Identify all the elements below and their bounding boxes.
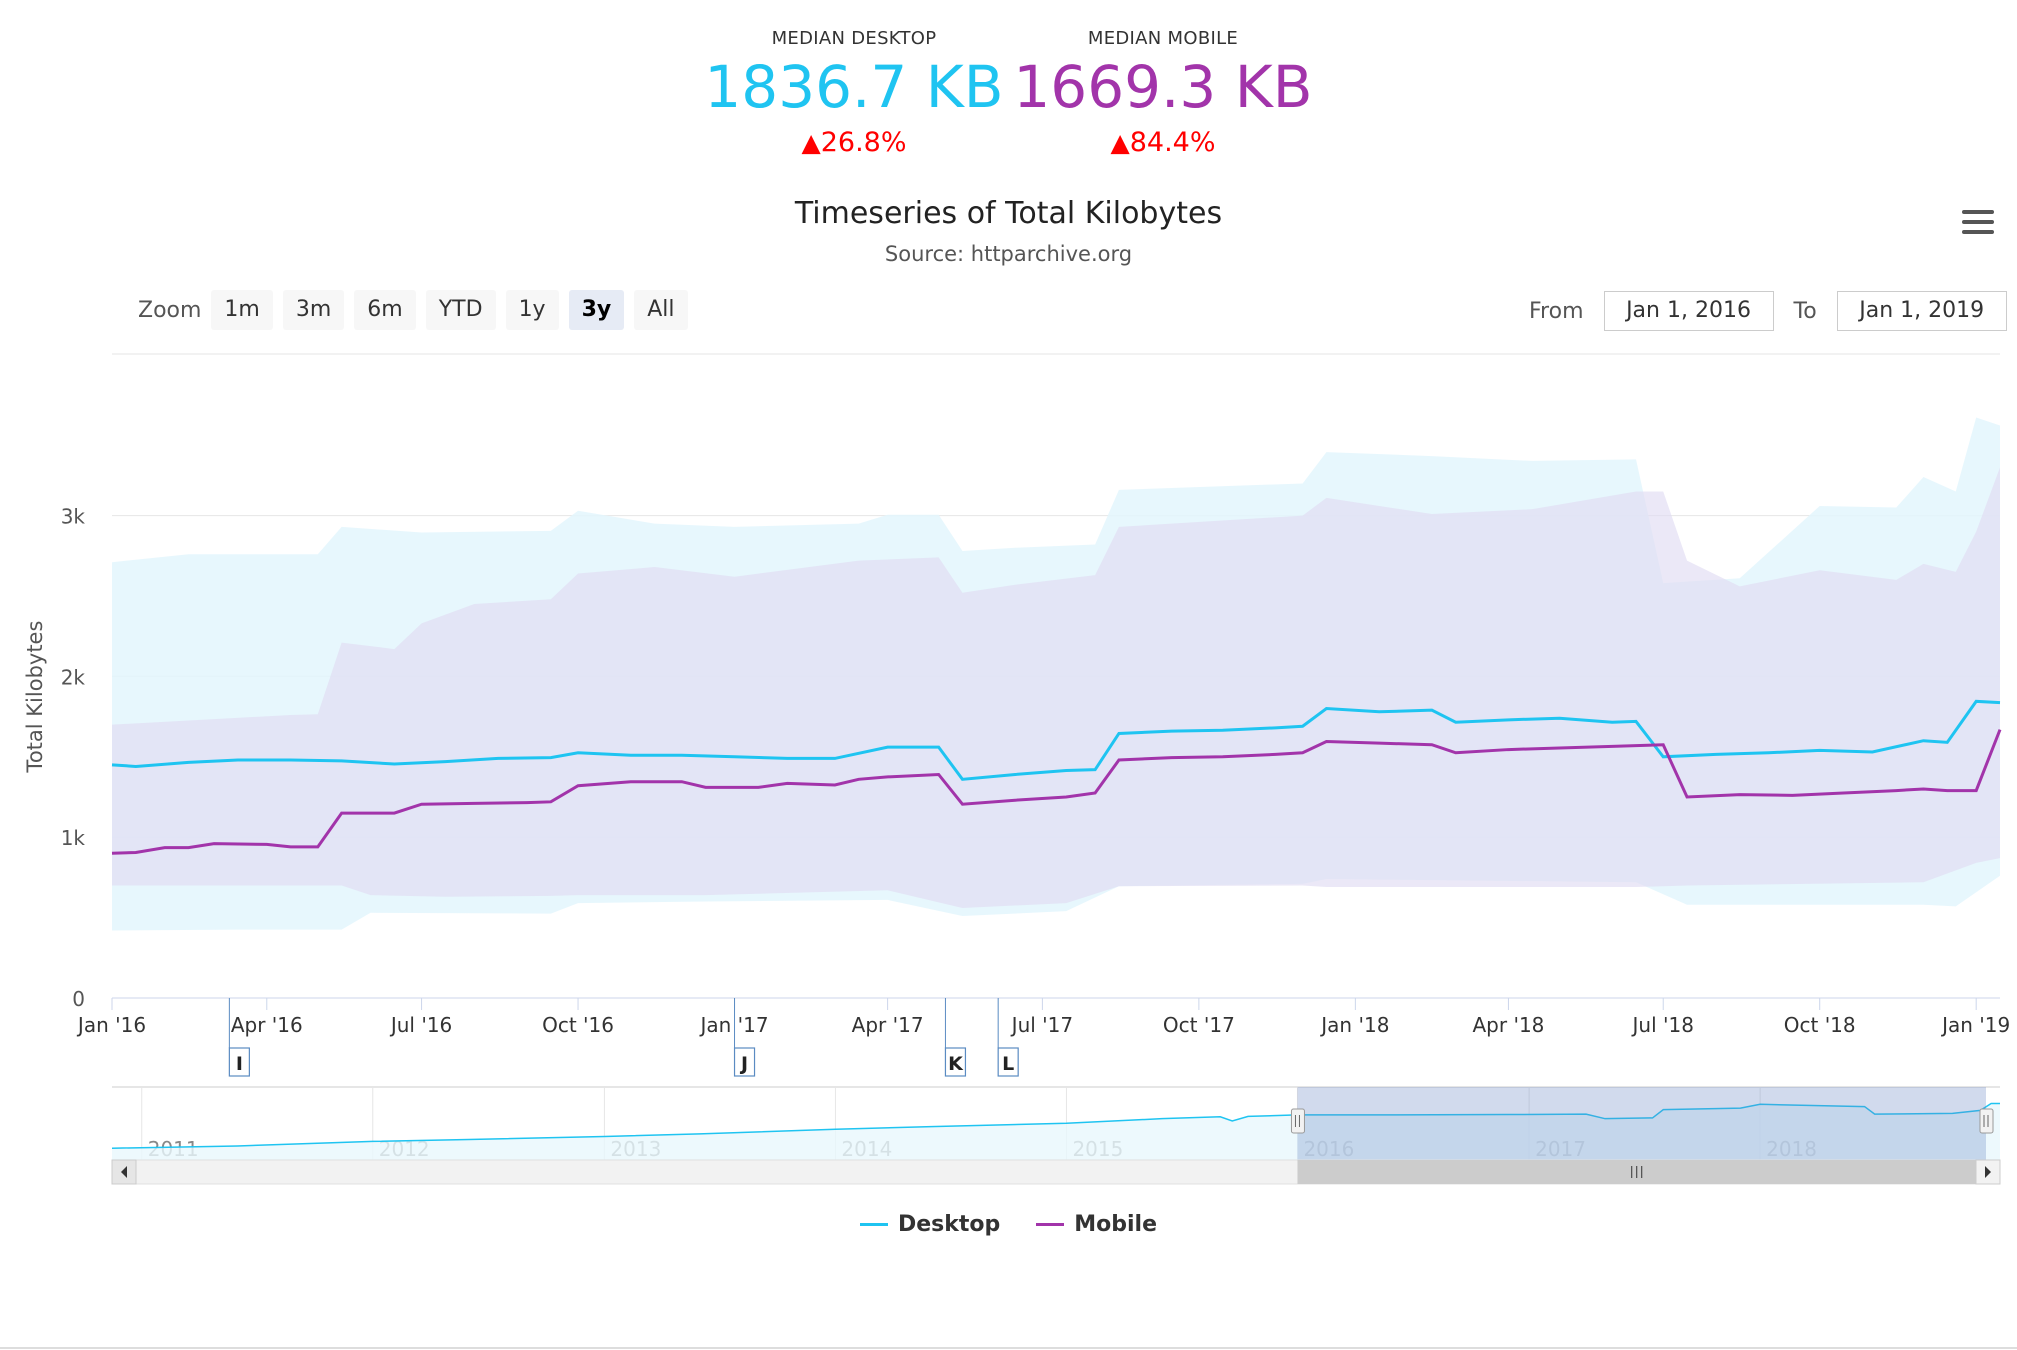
chart-title: Timeseries of Total Kilobytes <box>794 196 1223 231</box>
x-tick-label: Apr '17 <box>852 1013 924 1037</box>
zoom-button-ytd[interactable]: YTD <box>425 290 496 330</box>
plot-area <box>111 353 2002 931</box>
median-desktop-change-value: 26.8% <box>820 127 907 158</box>
median-mobile-value: 1669.3 KB <box>1013 53 1313 121</box>
series-line-mobile[interactable] <box>111 729 2002 855</box>
from-date-input[interactable]: Jan 1, 2016 <box>1603 291 1774 331</box>
zoom-button-1m[interactable]: 1m <box>211 290 273 330</box>
legend-item-desktop[interactable]: Desktop <box>859 1212 1001 1237</box>
x-tick-label: Jul '17 <box>1010 1013 1073 1037</box>
median-desktop-value: 1836.7 KB <box>704 53 1004 121</box>
arrow-right-icon <box>1985 1166 1991 1178</box>
legend-item-mobile[interactable]: Mobile <box>1036 1212 1157 1237</box>
x-tick-label: Jan '16 <box>76 1013 146 1037</box>
from-label: From <box>1529 298 1584 324</box>
flag-box[interactable] <box>997 1047 1019 1077</box>
x-tick-label: Jul '16 <box>389 1013 452 1037</box>
flag-box[interactable] <box>944 1047 967 1077</box>
y-tick-label: 2k <box>61 665 86 689</box>
to-label: To <box>1793 298 1817 324</box>
legend-label-desktop: Desktop <box>897 1212 1001 1237</box>
triangle-up-icon: ▲ <box>801 128 821 157</box>
y-tick-label: 1k <box>61 826 86 850</box>
navigator-selection[interactable] <box>1297 1087 1986 1160</box>
median-desktop-change: ▲26.8% <box>704 127 1004 158</box>
x-tick-label: Jan '18 <box>1319 1013 1389 1037</box>
zoom-button-all[interactable]: All <box>634 290 688 330</box>
navigator[interactable]: 20112012201320142015201620172018 <box>111 1086 2001 1185</box>
chart-subtitle: Source: httparchive.org <box>884 242 1133 266</box>
x-tick-label: Oct '16 <box>542 1013 614 1037</box>
zoom-label: Zoom <box>138 297 202 323</box>
flags: I J K L <box>228 998 1019 1077</box>
flag-label: J <box>739 1053 748 1075</box>
bottom-divider <box>0 1347 2017 1349</box>
y-tick-label: 3k <box>61 505 86 529</box>
triangle-up-icon: ▲ <box>1110 128 1130 157</box>
x-axis: Jan '16 Apr '16 Jul '16 Oct '16 Jan '17 Apr '… <box>76 997 2010 1037</box>
zoom-button-6m[interactable]: 6m <box>354 290 416 330</box>
zoom-button-1y[interactable]: 1y <box>505 290 559 330</box>
legend-label-mobile: Mobile <box>1074 1212 1158 1237</box>
y-axis: 0 1k 2k 3k Total Kilobytes <box>23 505 85 1011</box>
median-mobile-label: MEDIAN MOBILE <box>1087 28 1239 49</box>
navigator-line <box>111 1102 2000 1149</box>
legend-swatch-mobile <box>1036 1223 1065 1226</box>
zoom-button-3y[interactable]: 3y <box>568 290 625 330</box>
legend-swatch-desktop <box>859 1223 888 1226</box>
median-desktop-label: MEDIAN DESKTOP <box>771 28 937 49</box>
flag-label: K <box>948 1053 964 1075</box>
flag-label: L <box>1002 1053 1014 1075</box>
hamburger-menu-icon[interactable] <box>1962 210 1994 236</box>
navigator-handle-right[interactable] <box>1979 1108 1994 1134</box>
x-tick-label: Jul '18 <box>1631 1013 1694 1037</box>
date-range: From Jan 1, 2016 To Jan 1, 2019 <box>1525 290 2007 332</box>
x-tick-label: Apr '16 <box>231 1013 303 1037</box>
navigator-area <box>112 1103 2000 1160</box>
band-mobile <box>112 467 2000 908</box>
x-tick-label: Jan '19 <box>1940 1013 2010 1037</box>
median-desktop-stat: MEDIAN DESKTOP 1836.7 KB ▲26.8% <box>704 28 1004 158</box>
x-tick-label: Jan '17 <box>698 1013 768 1037</box>
median-mobile-stat: MEDIAN MOBILE 1669.3 KB ▲84.4% <box>1013 28 1313 158</box>
median-mobile-change-value: 84.4% <box>1129 127 1216 158</box>
flag-label: I <box>236 1053 243 1075</box>
flag-box[interactable] <box>733 1047 756 1077</box>
zoom-selector: Zoom 1m 3m 6m YTD 1y 3y All <box>138 290 698 330</box>
x-tick-label: Apr '18 <box>1472 1013 1544 1037</box>
legend: Desktop Mobile <box>0 1212 2017 1237</box>
y-axis-label: Total Kilobytes <box>23 621 47 774</box>
to-date-input[interactable]: Jan 1, 2019 <box>1836 291 2007 331</box>
zoom-button-3m[interactable]: 3m <box>282 290 345 330</box>
flag-box[interactable] <box>228 1047 250 1077</box>
x-tick-label: Oct '17 <box>1163 1013 1235 1037</box>
x-tick-label: Oct '18 <box>1784 1013 1856 1037</box>
y-tick-label: 0 <box>72 987 85 1011</box>
navigator-handle-left[interactable] <box>1290 1108 1305 1134</box>
median-mobile-change: ▲84.4% <box>1013 127 1313 158</box>
series-line-desktop[interactable] <box>111 699 2001 781</box>
arrow-left-icon <box>121 1166 127 1178</box>
